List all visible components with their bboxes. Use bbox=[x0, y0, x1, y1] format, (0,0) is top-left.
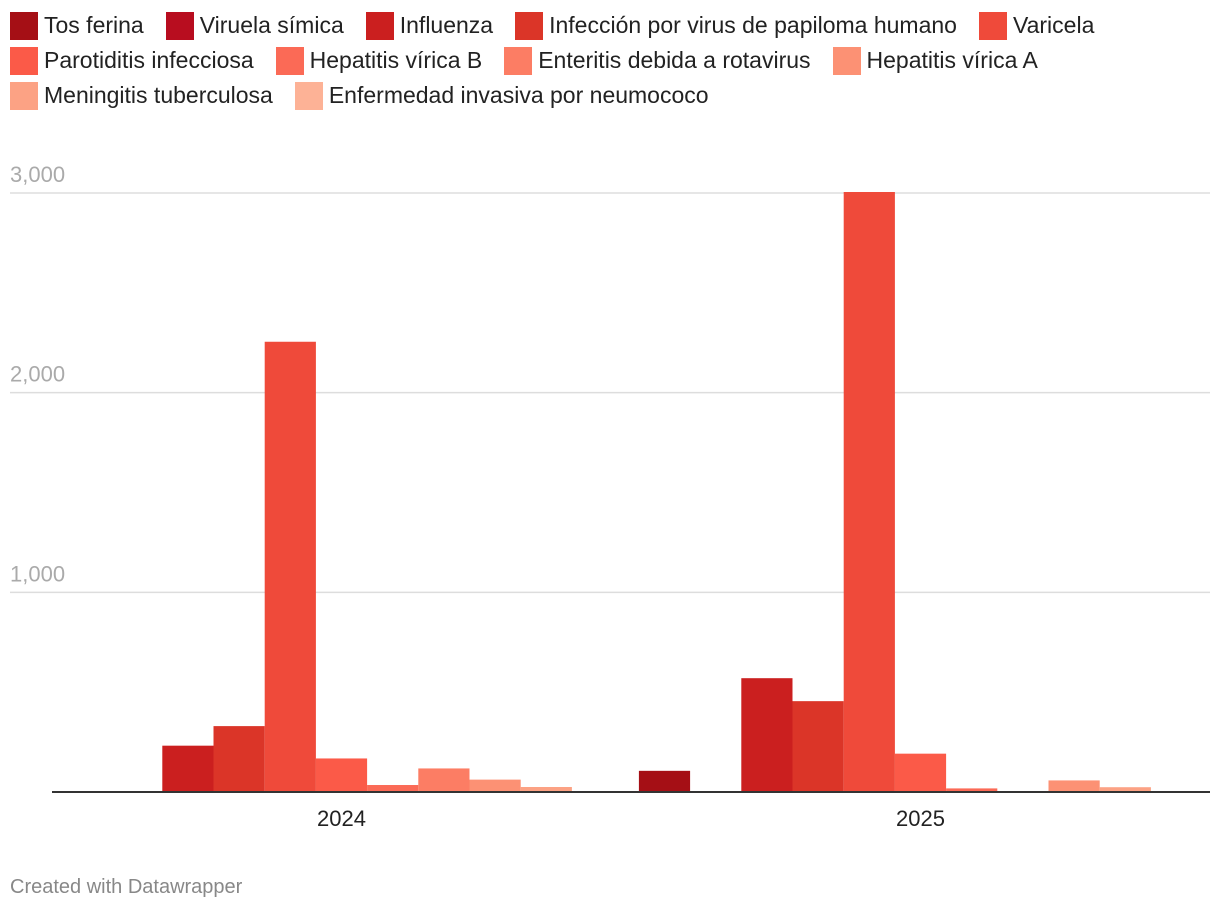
legend-item: Meningitis tuberculosa bbox=[10, 80, 273, 111]
chart-legend: Tos ferina Viruela símica Influenza Infecci… bbox=[10, 10, 1210, 111]
x-axis-labels: 2024 2025 bbox=[317, 806, 945, 831]
bar bbox=[213, 726, 265, 792]
y-tick-label: 2,000 bbox=[10, 362, 65, 387]
legend-swatch bbox=[165, 11, 194, 40]
bar bbox=[520, 787, 572, 792]
bar bbox=[367, 785, 419, 792]
credit-text: Created with Datawrapper bbox=[10, 876, 243, 898]
legend-item: Hepatitis vírica A bbox=[832, 45, 1038, 76]
legend-label: Meningitis tuberculosa bbox=[44, 82, 273, 108]
legend-item: Parotiditis infecciosa bbox=[10, 45, 254, 76]
legend-label: Parotiditis infecciosa bbox=[44, 47, 254, 73]
legend-item: Hepatitis vírica B bbox=[275, 45, 483, 76]
legend-label: Influenza bbox=[399, 12, 494, 38]
bar bbox=[843, 192, 895, 793]
legend-swatch bbox=[365, 11, 394, 40]
legend-swatch bbox=[515, 11, 544, 40]
bar bbox=[946, 788, 998, 792]
legend-label: Infección por virus de papiloma humano bbox=[549, 12, 957, 38]
legend-label: Viruela símica bbox=[199, 12, 344, 38]
legend-item: Enteritis debida a rotavirus bbox=[504, 45, 811, 76]
bars bbox=[162, 192, 1151, 793]
bar bbox=[162, 745, 214, 792]
legend-swatch bbox=[10, 11, 38, 40]
x-tick-label: 2025 bbox=[896, 806, 945, 831]
bar bbox=[315, 758, 368, 792]
bar bbox=[418, 768, 470, 792]
legend-swatch bbox=[504, 46, 533, 75]
legend-item: Varicela bbox=[978, 10, 1095, 41]
legend-label: Hepatitis vírica A bbox=[866, 47, 1038, 73]
legend-swatch bbox=[978, 11, 1007, 40]
legend-label: Hepatitis vírica B bbox=[309, 47, 483, 73]
y-tick-label: 1,000 bbox=[10, 561, 65, 586]
legend-item: Enfermedad invasiva por neumococo bbox=[294, 80, 709, 111]
legend-label: Varicela bbox=[1012, 12, 1095, 38]
legend-swatch bbox=[10, 46, 38, 75]
bar bbox=[741, 678, 793, 792]
legend-item: Infección por virus de papiloma humano bbox=[515, 10, 957, 41]
bar bbox=[1099, 787, 1151, 792]
legend-label: Tos ferina bbox=[44, 12, 144, 38]
legend-swatch bbox=[832, 46, 861, 75]
bar bbox=[1048, 780, 1100, 792]
bar bbox=[792, 701, 844, 792]
legend-label: Enfermedad invasiva por neumococo bbox=[328, 82, 709, 108]
bar bbox=[469, 779, 521, 792]
legend-item: Influenza bbox=[365, 10, 494, 41]
legend-item: Viruela símica bbox=[165, 10, 344, 41]
bar bbox=[264, 341, 316, 792]
legend-swatch bbox=[275, 46, 304, 75]
legend-swatch bbox=[10, 81, 38, 110]
gridlines: 1,000 2,000 3,000 bbox=[10, 162, 1210, 594]
y-tick-label: 3,000 bbox=[10, 162, 65, 187]
bar bbox=[894, 753, 947, 792]
legend-label: Enteritis debida a rotavirus bbox=[538, 47, 811, 73]
legend-swatch bbox=[294, 81, 323, 110]
legend-item: Tos ferina bbox=[10, 10, 144, 41]
bar bbox=[638, 770, 691, 792]
x-tick-label: 2024 bbox=[317, 806, 366, 831]
